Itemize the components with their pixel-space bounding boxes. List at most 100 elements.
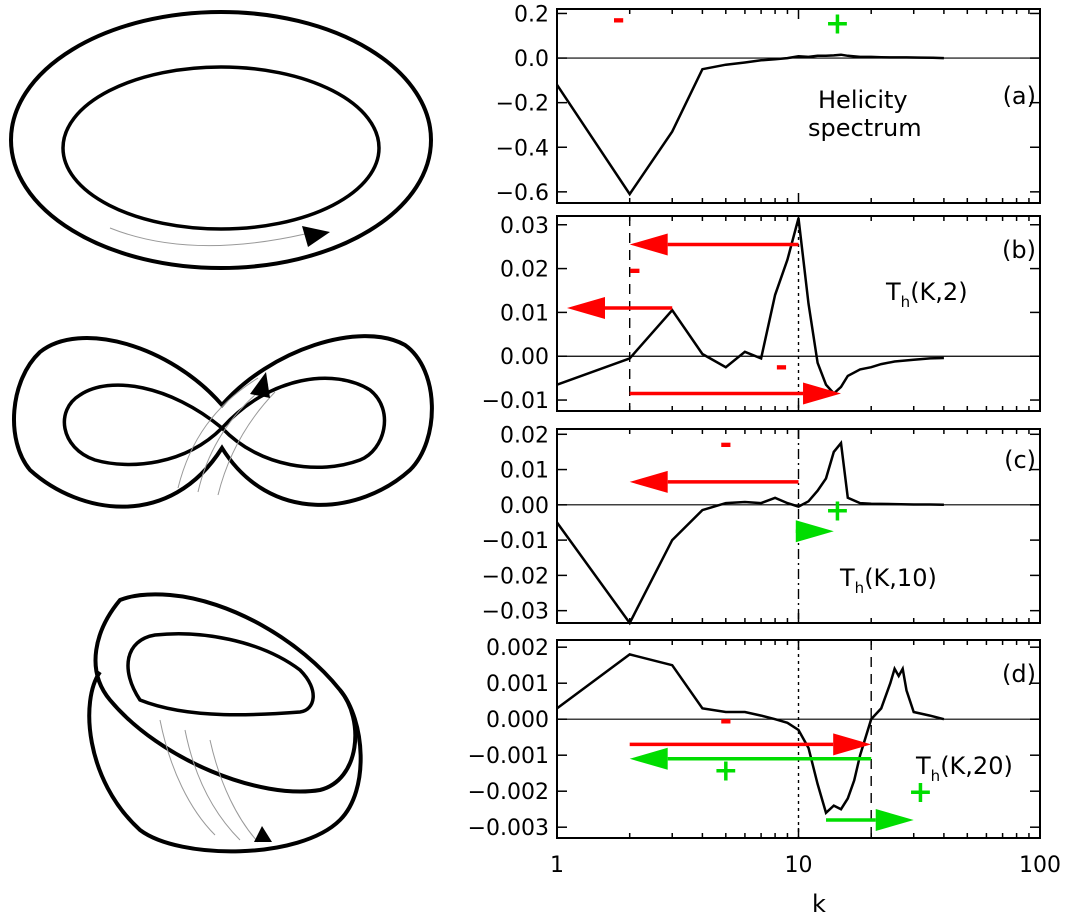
- transfer-arrow-head-icon: [875, 809, 914, 831]
- y-tick-label: −0.4: [496, 136, 549, 161]
- panel-b-annotation-sub: h: [901, 293, 911, 311]
- minus-sign-label: -: [720, 427, 732, 462]
- y-tick-label: 0.03: [500, 214, 549, 239]
- x-tick-label: 10: [785, 853, 813, 878]
- ribbon-field-line: [184, 729, 241, 841]
- ribbon-field-line: [177, 377, 259, 489]
- minus-sign-label: -: [629, 253, 641, 288]
- y-tick-label: −0.002: [468, 780, 549, 805]
- y-tick-label: −0.2: [496, 92, 549, 117]
- ribbon-inner-edge: [126, 632, 315, 717]
- panel-b-label: (b): [1002, 236, 1036, 264]
- direction-arrow-icon: [250, 372, 270, 398]
- figure-eight-ribbon: [12, 334, 434, 509]
- y-tick-label: 0.00: [500, 494, 549, 519]
- y-tick-label: −0.003: [468, 816, 549, 841]
- panel-a-line: [555, 53, 944, 197]
- x-tick-label: 1: [550, 853, 564, 878]
- y-tick-label: 0.002: [486, 636, 549, 661]
- plus-sign-label: +: [908, 775, 933, 810]
- panel-c-annotation: Th(K,10): [839, 564, 937, 597]
- panel-a-marks: - +: [612, 2, 850, 41]
- double-loop-ribbon: [87, 592, 363, 854]
- y-tick-label: 0.2: [514, 2, 549, 27]
- panel-d-annotation-args: (K,20): [940, 752, 1013, 780]
- panel-d-annotation-sub: h: [931, 767, 941, 785]
- transfer-arrow-head-icon: [629, 233, 668, 256]
- y-tick-label: 0.02: [500, 423, 549, 448]
- x-tick-label: 100: [1019, 853, 1061, 878]
- panel-a: 0.20.0−0.2−0.4−0.6 - + (a) Helicity spect…: [496, 2, 1041, 206]
- ribbon-field-line: [109, 227, 306, 247]
- y-tick-label: −0.6: [496, 181, 549, 206]
- ribbon-inner-edge: [61, 65, 381, 231]
- transfer-arrow-head-icon: [629, 470, 668, 493]
- plus-sign-label: +: [825, 7, 850, 42]
- plus-sign-label: +: [825, 494, 850, 529]
- direction-arrow-icon: [302, 226, 330, 247]
- panel-c-marks: -+: [629, 427, 850, 543]
- minus-sign-label: -: [612, 2, 624, 37]
- transfer-arrow-head-icon: [566, 297, 605, 320]
- y-tick-label: 0.0: [514, 47, 549, 72]
- ribbon-field-line: [209, 739, 259, 843]
- y-tick-label: −0.001: [468, 744, 549, 769]
- transfer-arrow-head-icon: [803, 382, 842, 405]
- panel-c: 0.020.010.00−0.01−0.02−0.03 -+ (c) Th(K,…: [482, 423, 1041, 626]
- panel-d-annotation: Th(K,20): [915, 752, 1013, 785]
- y-tick-label: −0.02: [482, 564, 549, 589]
- panel-b-annotation-main: T: [885, 278, 901, 306]
- untwisted-torus-ribbon: [9, 10, 433, 270]
- panel-d-marks: - + +: [629, 703, 933, 831]
- panel-b-annotation: Th(K,2): [885, 278, 968, 311]
- ribbon-outer-edge: [9, 10, 433, 270]
- panel-b-line: [556, 217, 944, 396]
- plus-sign-label: +: [713, 753, 738, 788]
- direction-arrow-icon: [254, 826, 272, 842]
- ribbon-lower-outer-edge: [87, 670, 363, 854]
- minus-sign-label: -: [775, 349, 787, 384]
- panel-a-annotation-line1: Helicity: [818, 86, 908, 114]
- y-tick-label: 0.02: [500, 258, 549, 283]
- panel-d-label: (d): [1002, 660, 1036, 688]
- panel-d-grid-layer: 0.002 0.001 0.000 −0.001 −0.002 −0.003: [468, 636, 1041, 841]
- transfer-arrow-head-icon: [795, 520, 834, 543]
- y-tick-label: 0.00: [500, 345, 549, 370]
- panel-c-annotation-sub: h: [855, 579, 865, 597]
- y-tick-label: −0.01: [482, 529, 549, 554]
- panel-c-annotation-args: (K,10): [864, 564, 937, 592]
- panel-a-label: (a): [1003, 82, 1036, 110]
- y-tick-label: 0.01: [500, 301, 549, 326]
- y-tick-label: 0.01: [500, 459, 549, 484]
- panel-d-annotation-main: T: [915, 752, 931, 780]
- x-axis: 1 10 100 k: [550, 853, 1061, 918]
- transfer-arrow-head-icon: [833, 733, 872, 756]
- panel-b: 0.030.020.010.00−0.01 -- (b) Th(K,2): [482, 214, 1041, 414]
- panel-d-line: [556, 653, 945, 816]
- y-tick-label: −0.01: [482, 389, 549, 414]
- panel-a-frame: [556, 8, 1041, 204]
- panel-b-grid-layer: 0.03 0.02 0.01 0.00 −0.01: [482, 214, 1041, 414]
- ribbon-outer-edge: [12, 334, 434, 509]
- ribbon-field-line: [217, 391, 276, 496]
- panel-c-grid-layer: 0.02 0.01 0.00 −0.01 −0.02 −0.03: [482, 423, 1041, 625]
- ribbon-inner-edge: [62, 376, 387, 470]
- panel-c-line: [555, 440, 944, 626]
- panel-b-annotation-args: (K,2): [910, 278, 967, 306]
- panel-d: 0.002 0.001 0.000 −0.001 −0.002 −0.003 - + + (d…: [468, 636, 1041, 841]
- panel-b-marks: --: [566, 233, 842, 405]
- y-tick-label: −0.03: [482, 600, 549, 625]
- panel-a-grid-layer: 0.2 0.0 −0.2 −0.4 −0.6: [496, 2, 1041, 206]
- x-axis-label: k: [812, 890, 826, 918]
- y-tick-label: 0.001: [486, 672, 549, 697]
- transfer-arrow-head-icon: [629, 747, 668, 770]
- panel-a-annotation-line2: spectrum: [808, 114, 922, 142]
- ribbon-field-line: [159, 719, 216, 836]
- ribbon-upper-outer-edge: [93, 592, 358, 794]
- y-tick-label: 0.000: [486, 708, 549, 733]
- x-tick-labels: 1 10 100: [550, 853, 1061, 878]
- panel-c-label: (c): [1004, 446, 1036, 474]
- minus-sign-label: -: [720, 703, 732, 738]
- panel-c-annotation-main: T: [839, 564, 855, 592]
